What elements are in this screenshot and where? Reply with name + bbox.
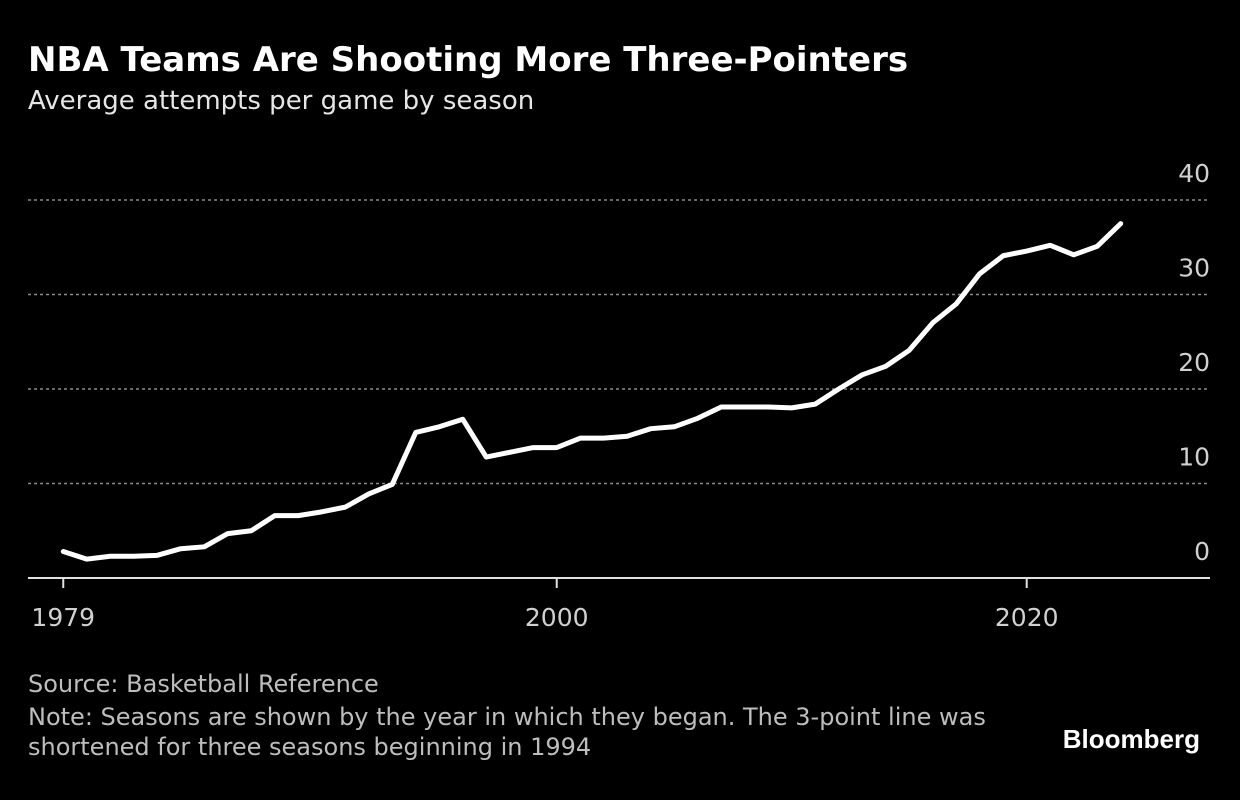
y-tick-label: 10: [1178, 443, 1210, 472]
chart-subtitle: Average attempts per game by season: [28, 86, 535, 116]
chart: 0 10 20 30 40 1979 2000 2020: [28, 159, 1210, 632]
y-tick-label: 30: [1178, 254, 1210, 283]
source: Source: Basketball Reference: [28, 670, 379, 698]
brand: Bloomberg: [1062, 724, 1200, 754]
note: Note: Seasons are shown by the year in w…: [28, 703, 986, 761]
chart-title: NBA Teams Are Shooting More Three-Pointe…: [28, 40, 909, 80]
line: [60, 221, 1124, 562]
y-tick-label: 40: [1178, 159, 1210, 188]
x-tick-label: 2000: [525, 603, 589, 632]
x-tick-label: 1979: [31, 603, 95, 632]
y-tick-label: 0: [1194, 537, 1210, 566]
x-tick-label: 2020: [995, 603, 1059, 632]
y-tick-label: 20: [1178, 348, 1210, 377]
